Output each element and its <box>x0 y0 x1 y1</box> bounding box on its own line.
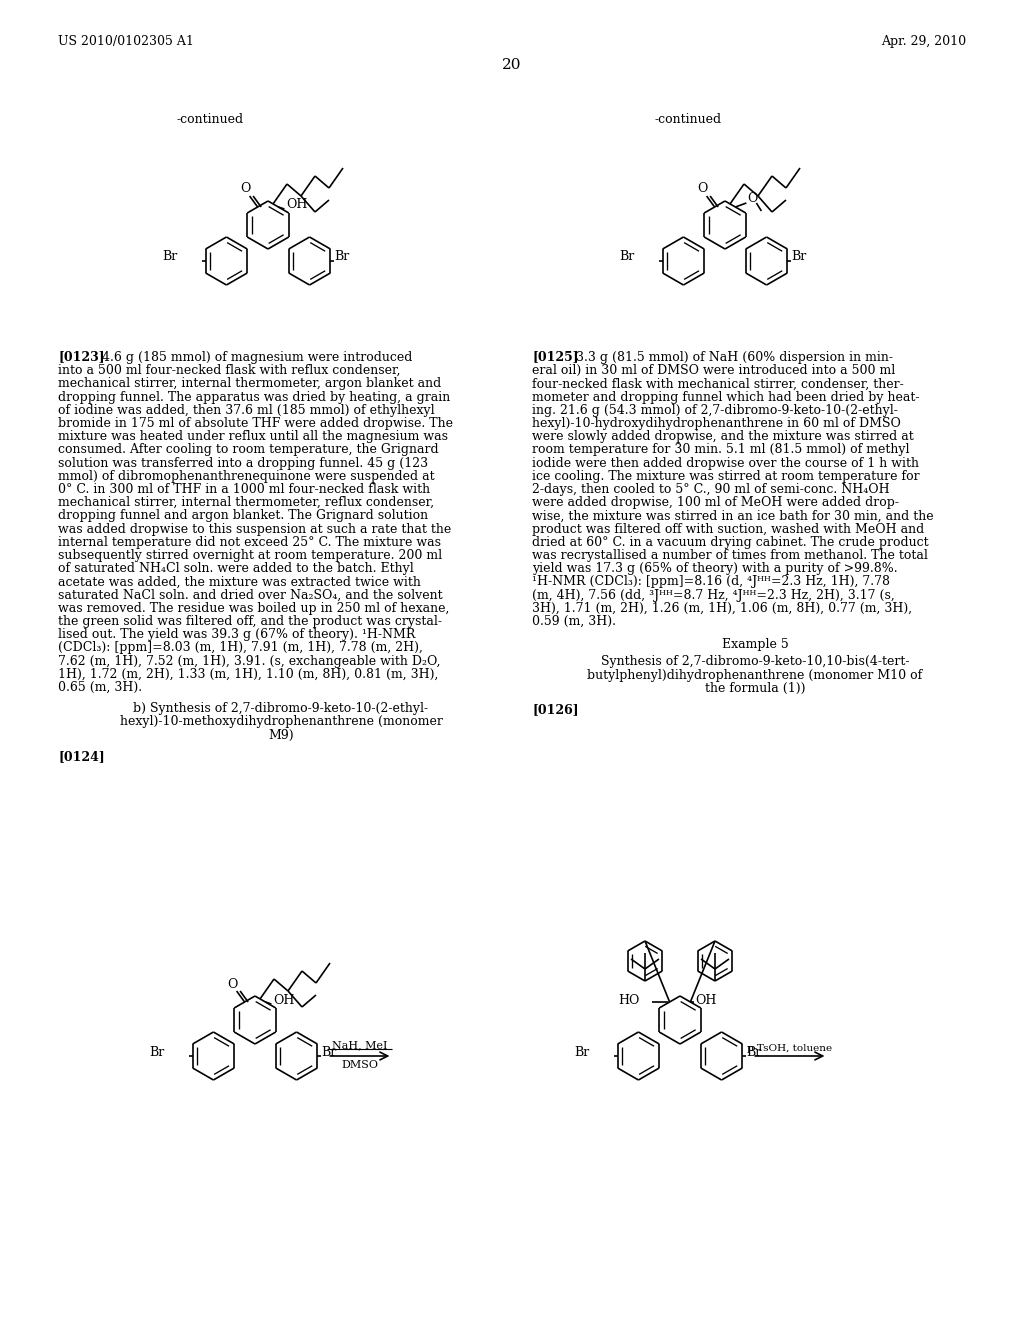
Text: Br: Br <box>746 1045 762 1059</box>
Text: bromide in 175 ml of absolute THF were added dropwise. The: bromide in 175 ml of absolute THF were a… <box>58 417 453 430</box>
Text: [0126]: [0126] <box>532 704 579 715</box>
Text: subsequently stirred overnight at room temperature. 200 ml: subsequently stirred overnight at room t… <box>58 549 442 562</box>
Text: mometer and dropping funnel which had been dried by heat-: mometer and dropping funnel which had be… <box>532 391 920 404</box>
Text: 1H), 1.72 (m, 2H), 1.33 (m, 1H), 1.10 (m, 8H), 0.81 (m, 3H),: 1H), 1.72 (m, 2H), 1.33 (m, 1H), 1.10 (m… <box>58 668 438 681</box>
Text: 0.65 (m, 3H).: 0.65 (m, 3H). <box>58 681 142 694</box>
Text: eral oil) in 30 ml of DMSO were introduced into a 500 ml: eral oil) in 30 ml of DMSO were introduc… <box>532 364 895 378</box>
Text: mechanical stirrer, internal thermometer, reflux condenser,: mechanical stirrer, internal thermometer… <box>58 496 434 510</box>
Text: Br: Br <box>163 251 177 264</box>
Text: O: O <box>241 182 251 195</box>
Text: p-TsOH, toluene: p-TsOH, toluene <box>748 1044 833 1053</box>
Text: O: O <box>697 182 708 195</box>
Text: 7.62 (m, 1H), 7.52 (m, 1H), 3.91. (s, exchangeable with D₂O,: 7.62 (m, 1H), 7.52 (m, 1H), 3.91. (s, ex… <box>58 655 440 668</box>
Text: OH: OH <box>695 994 717 1006</box>
Text: Br: Br <box>792 251 807 264</box>
Text: -continued: -continued <box>176 114 244 125</box>
Text: consumed. After cooling to room temperature, the Grignard: consumed. After cooling to room temperat… <box>58 444 438 457</box>
Text: US 2010/0102305 A1: US 2010/0102305 A1 <box>58 36 194 48</box>
Text: mmol) of dibromophenanthrenequinone were suspended at: mmol) of dibromophenanthrenequinone were… <box>58 470 434 483</box>
Text: was added dropwise to this suspension at such a rate that the: was added dropwise to this suspension at… <box>58 523 452 536</box>
Text: the green solid was filtered off, and the product was crystal-: the green solid was filtered off, and th… <box>58 615 442 628</box>
Text: butylphenyl)dihydrophenanthrene (monomer M10 of: butylphenyl)dihydrophenanthrene (monomer… <box>588 669 923 681</box>
Text: (CDCl₃): [ppm]=8.03 (m, 1H), 7.91 (m, 1H), 7.78 (m, 2H),: (CDCl₃): [ppm]=8.03 (m, 1H), 7.91 (m, 1H… <box>58 642 423 655</box>
Text: (m, 4H), 7.56 (dd, ³Jᴴᴴ=8.7 Hz, ⁴Jᴴᴴ=2.3 Hz, 2H), 3.17 (s,: (m, 4H), 7.56 (dd, ³Jᴴᴴ=8.7 Hz, ⁴Jᴴᴴ=2.3… <box>532 589 895 602</box>
Text: M9): M9) <box>268 729 294 742</box>
Text: was removed. The residue was boiled up in 250 ml of hexane,: was removed. The residue was boiled up i… <box>58 602 450 615</box>
Text: mechanical stirrer, internal thermometer, argon blanket and: mechanical stirrer, internal thermometer… <box>58 378 441 391</box>
Text: NaH, MeI: NaH, MeI <box>332 1040 388 1049</box>
Text: [0124]: [0124] <box>58 750 104 763</box>
Text: dropping funnel and argon blanket. The Grignard solution: dropping funnel and argon blanket. The G… <box>58 510 428 523</box>
Text: DMSO: DMSO <box>341 1060 378 1071</box>
Text: four-necked flask with mechanical stirrer, condenser, ther-: four-necked flask with mechanical stirre… <box>532 378 904 391</box>
Text: solution was transferred into a dropping funnel. 45 g (123: solution was transferred into a dropping… <box>58 457 428 470</box>
Text: Synthesis of 2,7-dibromo-9-keto-10,10-bis(4-tert-: Synthesis of 2,7-dibromo-9-keto-10,10-bi… <box>601 656 909 668</box>
Text: [0123]: [0123] <box>58 350 104 363</box>
Text: yield was 17.3 g (65% of theory) with a purity of >99.8%.: yield was 17.3 g (65% of theory) with a … <box>532 562 898 576</box>
Text: 20: 20 <box>502 58 522 73</box>
Text: 0.59 (m, 3H).: 0.59 (m, 3H). <box>532 615 616 628</box>
Text: 0° C. in 300 ml of THF in a 1000 ml four-necked flask with: 0° C. in 300 ml of THF in a 1000 ml four… <box>58 483 430 496</box>
Text: the formula (1)): the formula (1)) <box>705 682 805 694</box>
Text: OH: OH <box>273 994 295 1006</box>
Text: wise, the mixture was stirred in an ice bath for 30 min, and the: wise, the mixture was stirred in an ice … <box>532 510 934 523</box>
Text: dried at 60° C. in a vacuum drying cabinet. The crude product: dried at 60° C. in a vacuum drying cabin… <box>532 536 929 549</box>
Text: Br: Br <box>574 1045 590 1059</box>
Text: 3.3 g (81.5 mmol) of NaH (60% dispersion in min-: 3.3 g (81.5 mmol) of NaH (60% dispersion… <box>575 351 893 364</box>
Text: O: O <box>748 193 758 206</box>
Text: -continued: -continued <box>654 114 722 125</box>
Text: OH: OH <box>287 198 308 211</box>
Text: acetate was added, the mixture was extracted twice with: acetate was added, the mixture was extra… <box>58 576 421 589</box>
Text: of saturated NH₄Cl soln. were added to the batch. Ethyl: of saturated NH₄Cl soln. were added to t… <box>58 562 414 576</box>
Text: iodide were then added dropwise over the course of 1 h with: iodide were then added dropwise over the… <box>532 457 919 470</box>
Text: Br: Br <box>335 251 349 264</box>
Text: into a 500 ml four-necked flask with reflux condenser,: into a 500 ml four-necked flask with ref… <box>58 364 400 378</box>
Text: 2-days, then cooled to 5° C., 90 ml of semi-conc. NH₄OH: 2-days, then cooled to 5° C., 90 ml of s… <box>532 483 890 496</box>
Text: b) Synthesis of 2,7-dibromo-9-keto-10-(2-ethyl-: b) Synthesis of 2,7-dibromo-9-keto-10-(2… <box>133 702 429 715</box>
Text: ice cooling. The mixture was stirred at room temperature for: ice cooling. The mixture was stirred at … <box>532 470 920 483</box>
Text: dropping funnel. The apparatus was dried by heating, a grain: dropping funnel. The apparatus was dried… <box>58 391 451 404</box>
Text: Apr. 29, 2010: Apr. 29, 2010 <box>881 36 966 48</box>
Text: ¹H-NMR (CDCl₃): [ppm]=8.16 (d, ⁴Jᴴᴴ=2.3 Hz, 1H), 7.78: ¹H-NMR (CDCl₃): [ppm]=8.16 (d, ⁴Jᴴᴴ=2.3 … <box>532 576 890 589</box>
Text: mixture was heated under reflux until all the magnesium was: mixture was heated under reflux until al… <box>58 430 449 444</box>
Text: Br: Br <box>150 1045 165 1059</box>
Text: 3H), 1.71 (m, 2H), 1.26 (m, 1H), 1.06 (m, 8H), 0.77 (m, 3H),: 3H), 1.71 (m, 2H), 1.26 (m, 1H), 1.06 (m… <box>532 602 912 615</box>
Text: HO: HO <box>618 994 640 1006</box>
Text: [0125]: [0125] <box>532 350 579 363</box>
Text: was recrystallised a number of times from methanol. The total: was recrystallised a number of times fro… <box>532 549 928 562</box>
Text: were added dropwise, 100 ml of MeOH were added drop-: were added dropwise, 100 ml of MeOH were… <box>532 496 899 510</box>
Text: lised out. The yield was 39.3 g (67% of theory). ¹H-NMR: lised out. The yield was 39.3 g (67% of … <box>58 628 416 642</box>
Text: Example 5: Example 5 <box>722 638 788 651</box>
Text: Br: Br <box>322 1045 337 1059</box>
Text: were slowly added dropwise, and the mixture was stirred at: were slowly added dropwise, and the mixt… <box>532 430 913 444</box>
Text: 4.6 g (185 mmol) of magnesium were introduced: 4.6 g (185 mmol) of magnesium were intro… <box>102 351 413 364</box>
Text: hexyl)-10-methoxydihydrophenanthrene (monomer: hexyl)-10-methoxydihydrophenanthrene (mo… <box>120 715 442 729</box>
Text: ing. 21.6 g (54.3 mmol) of 2,7-dibromo-9-keto-10-(2-ethyl-: ing. 21.6 g (54.3 mmol) of 2,7-dibromo-9… <box>532 404 898 417</box>
Text: room temperature for 30 min. 5.1 ml (81.5 mmol) of methyl: room temperature for 30 min. 5.1 ml (81.… <box>532 444 909 457</box>
Text: saturated NaCl soln. and dried over Na₂SO₄, and the solvent: saturated NaCl soln. and dried over Na₂S… <box>58 589 442 602</box>
Text: hexyl)-10-hydroxydihydrophenanthrene in 60 ml of DMSO: hexyl)-10-hydroxydihydrophenanthrene in … <box>532 417 901 430</box>
Text: O: O <box>227 978 238 990</box>
Text: of iodine was added, then 37.6 ml (185 mmol) of ethylhexyl: of iodine was added, then 37.6 ml (185 m… <box>58 404 434 417</box>
Text: internal temperature did not exceed 25° C. The mixture was: internal temperature did not exceed 25° … <box>58 536 441 549</box>
Text: Br: Br <box>620 251 635 264</box>
Text: product was filtered off with suction, washed with MeOH and: product was filtered off with suction, w… <box>532 523 925 536</box>
